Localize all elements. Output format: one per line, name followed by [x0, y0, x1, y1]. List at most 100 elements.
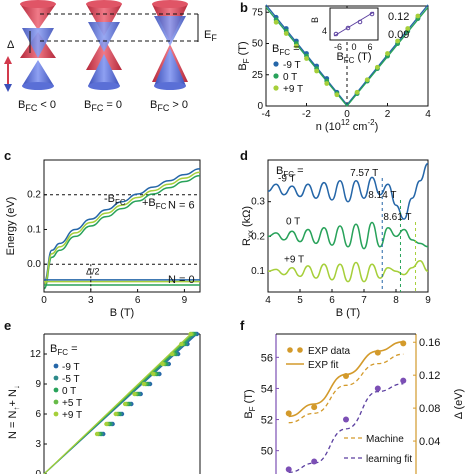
- chart-e-filling: e 0 3 6 9 12 BFC = -9 T-5 T0 T+5 T+9 T N = N↑+ N…: [4, 318, 201, 474]
- plot-frame-d: [267, 159, 429, 293]
- red-cone-upper: [86, 4, 122, 36]
- data-point-b: [405, 26, 411, 31]
- blue-cone-bottom-rim: [154, 82, 186, 90]
- inset-x-tick-b: 6: [367, 42, 372, 52]
- inset-right-tick-b: 0.12: [388, 11, 409, 23]
- data-point-b: [354, 89, 360, 95]
- blue-cone-lower: [154, 48, 186, 86]
- blue-cone-lower: [22, 60, 54, 86]
- legend-title-e: BFC =: [50, 343, 78, 357]
- data-point-b: [385, 51, 390, 56]
- legend-label-b: +9 T: [283, 84, 303, 95]
- data-point-b: [415, 13, 421, 19]
- data-point-e: [188, 331, 193, 337]
- data-point-e: [122, 401, 128, 407]
- exp-data-point-f: [285, 410, 292, 417]
- y-tick-label-right-f: 0.04: [419, 436, 440, 448]
- red-cone-top-rim: [20, 0, 56, 8]
- blue-cone-bottom-rim: [88, 82, 120, 90]
- blue-cone-lower: [88, 54, 120, 86]
- data-point-e: [94, 431, 100, 437]
- legend-label-e: -9 T: [62, 362, 80, 373]
- blue-cone-upper: [88, 22, 120, 52]
- panel-letter-e: e: [4, 318, 11, 333]
- legend-marker-b: [273, 73, 279, 79]
- y-tick-label-d: 0.2: [251, 231, 265, 242]
- inset-point-b: [333, 31, 339, 37]
- legend-marker-b: [273, 85, 279, 91]
- ml-fit-purple-f: [288, 383, 404, 474]
- x-tick-label-b: -2: [302, 109, 311, 120]
- y-axis-label-right-f: Δ (eV): [453, 389, 465, 420]
- dirac-cones-group: [20, 0, 188, 90]
- marker-label-d: 8.14 T: [368, 190, 396, 201]
- blue-cone-upper: [154, 16, 186, 46]
- x-tick-label-d: 6: [329, 295, 335, 306]
- legend-label-f: EXP fit: [308, 360, 339, 371]
- chart-b-fermi-field: -4 -2 0 2 4 0 25 50 75 n (1012 cm-2) BF (T) BFC = -9…: [237, 4, 431, 133]
- series-label-d: +9 T: [284, 254, 304, 265]
- y-tick-label-e: 0: [35, 469, 41, 474]
- y-tick-label-b: 25: [252, 70, 264, 81]
- y-tick-label-e: 6: [35, 409, 41, 420]
- legend-marker-e: [53, 399, 59, 405]
- y-tick-label-f: 50: [261, 446, 273, 458]
- inset-line-b: [333, 11, 375, 37]
- level-n6-line-c: [43, 171, 201, 286]
- x-tick-label-b: 2: [385, 109, 391, 120]
- legend-label-f: learning fit: [366, 454, 412, 465]
- inset-x-tick-b: -6: [334, 42, 342, 52]
- trace-d: [267, 221, 429, 250]
- purple-data-point-f: [374, 385, 381, 392]
- legend-title-d: BFC =: [276, 165, 304, 179]
- legend-marker-e: [53, 387, 59, 393]
- x-axis-label-b: n (1012 cm-2): [316, 118, 379, 133]
- y-tick-label-f: 52: [261, 415, 273, 427]
- ef-label: EF: [204, 29, 217, 43]
- spin-up-arrowhead: [4, 56, 12, 64]
- series-label-d: 0 T: [286, 216, 300, 227]
- exp-data-point-f: [400, 340, 407, 347]
- fit-line-b: [265, 4, 429, 106]
- exp-data-point-f: [343, 373, 349, 379]
- level-n6-line-c: [43, 174, 201, 290]
- chart-f-fit: f 50 52 54 56 0.04 0.08 0.12 0.16 EXP data EXP fit…: [240, 318, 465, 474]
- x-tick-label-d: 8: [393, 295, 399, 306]
- legend-marker-e: [53, 363, 59, 369]
- legend-marker-b: [273, 61, 279, 67]
- label-n6-c: N = 6: [168, 200, 195, 212]
- series-label-d: -9 T: [278, 173, 296, 184]
- y-axis-label-f: BF (T): [243, 389, 257, 418]
- y-tick-label-e: 9: [35, 379, 41, 390]
- data-point-b: [364, 77, 370, 83]
- data-point-b: [334, 92, 340, 98]
- data-point-e: [160, 361, 165, 367]
- fit-line-e: [43, 333, 192, 474]
- plot-frame-c: [43, 159, 201, 293]
- legend-marker-f: [287, 347, 293, 353]
- y-tick-label-c: 0.1: [27, 224, 41, 235]
- data-point-e: [179, 341, 184, 347]
- purple-data-point-f: [311, 458, 318, 465]
- y-tick-label-c: 0.2: [27, 190, 41, 201]
- spin-down-arrowhead: [4, 84, 12, 92]
- legend-label-e: +9 T: [62, 410, 82, 421]
- legend-label-f: EXP data: [308, 346, 351, 357]
- legend-label-e: 0 T: [62, 386, 76, 397]
- marker-label-d: 8.61 T: [383, 212, 411, 223]
- legend-label-b: -9 T: [283, 60, 301, 71]
- y-tick-label-e: 3: [35, 439, 41, 450]
- y-tick-label-d: 0.3: [251, 197, 265, 208]
- panel-letter-b: b: [240, 0, 248, 15]
- ml-fit-orange-f: [288, 353, 404, 424]
- data-point-e: [132, 391, 137, 397]
- red-cone-upper: [20, 4, 56, 30]
- x-tick-label-b: 0: [344, 109, 350, 120]
- delta-label: Δ: [7, 39, 15, 51]
- x-tick-label-d: 4: [265, 295, 271, 306]
- exp-data-point-f: [311, 404, 318, 411]
- caption-bfc-positive: BFC > 0: [150, 99, 188, 113]
- inset-x-tick-b: 0: [351, 42, 356, 52]
- label-minus-bfc-c: -BFC: [104, 193, 126, 207]
